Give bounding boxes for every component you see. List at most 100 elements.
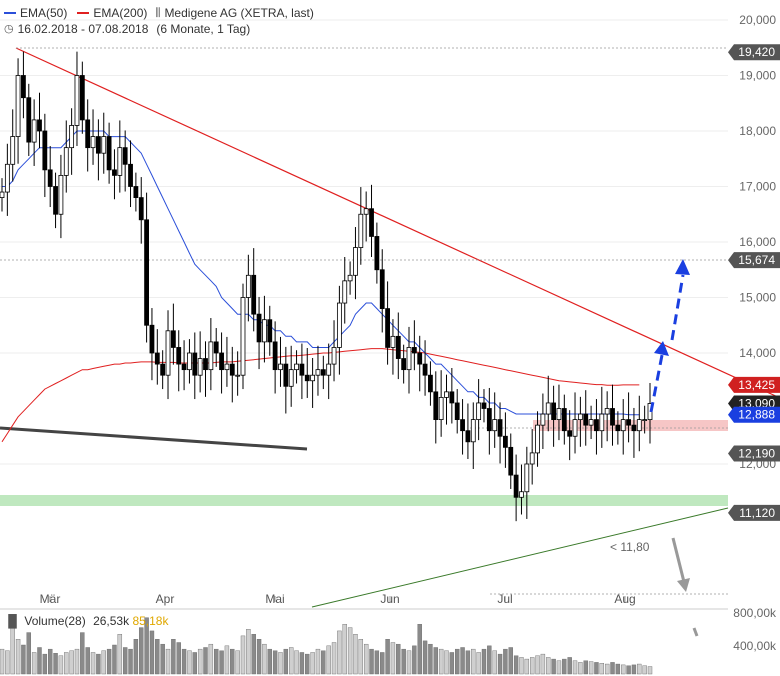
candle-body xyxy=(631,424,637,432)
chart-grid xyxy=(0,19,728,465)
candle-body xyxy=(470,419,476,443)
volume-bar xyxy=(428,643,433,675)
y-tick-label: 18,000 xyxy=(739,124,776,138)
blue-dashed-arrow-upper xyxy=(670,274,685,341)
volume-bar xyxy=(26,632,31,675)
volume-bar xyxy=(171,639,176,675)
y-tick-label: 16,000 xyxy=(739,235,776,249)
volume-bar xyxy=(155,639,160,675)
candle-body xyxy=(369,208,374,237)
volume-bar xyxy=(449,652,455,675)
x-tick-label: Jul xyxy=(497,592,512,606)
volume-bar xyxy=(353,634,358,675)
candle-body xyxy=(304,374,310,382)
volume-bar xyxy=(0,648,5,675)
volume-bar xyxy=(455,648,460,675)
volume-bar xyxy=(604,663,610,675)
candle-body xyxy=(79,75,85,121)
candle-body xyxy=(604,408,610,415)
volume-bar xyxy=(294,650,299,675)
volume-bar xyxy=(80,632,85,675)
support-note: < 11,80 xyxy=(610,540,650,554)
price-tag-shape xyxy=(728,252,780,269)
volume-bar xyxy=(513,655,519,675)
candle-body xyxy=(583,413,589,426)
candle-body xyxy=(524,463,530,493)
volume-bar xyxy=(476,652,481,675)
candle-body xyxy=(497,419,503,437)
volume-bar xyxy=(551,658,556,675)
price-tag-label: 19,420 xyxy=(738,45,775,59)
candle-body xyxy=(422,363,428,376)
candle-body xyxy=(154,352,160,365)
volume-bar xyxy=(5,650,10,675)
volume-bar xyxy=(347,627,353,675)
candle-body xyxy=(556,408,562,420)
volume-bar xyxy=(90,652,96,675)
volume-bar xyxy=(610,662,615,675)
volume-bar xyxy=(438,648,444,675)
candle-body xyxy=(192,352,198,376)
volume-bar xyxy=(149,630,155,675)
volume-bar xyxy=(594,662,599,675)
volume-bar xyxy=(106,648,112,675)
volume-bar xyxy=(58,655,64,675)
volume-bar xyxy=(583,660,588,675)
volume-bar xyxy=(433,647,438,675)
volume-bar xyxy=(21,644,26,675)
candle-body xyxy=(4,163,10,193)
volume-bar xyxy=(203,647,208,675)
date-range-label: 16.02.2018 - 07.08.2018 xyxy=(17,22,149,36)
candle-body xyxy=(615,424,621,432)
x-tick-label: Jun xyxy=(380,592,399,606)
ema200-swatch xyxy=(77,12,90,14)
candle-body xyxy=(449,391,455,404)
legend-row-dates: ◷ 16.02.2018 - 07.08.2018 (6 Monate, 1 T… xyxy=(4,21,314,37)
price-tag-label: 15,674 xyxy=(738,253,775,267)
candle-body xyxy=(594,419,599,432)
volume-bar xyxy=(310,652,315,675)
volume-bar xyxy=(567,657,572,675)
candle-body xyxy=(551,402,557,421)
instrument-label: Medigene AG (XETRA, last) xyxy=(164,6,314,20)
legend-row-indicators: EMA(50) EMA(200) ⫼ Medigene AG (XETRA, l… xyxy=(4,5,314,21)
price-tag-shape xyxy=(728,504,780,521)
uptrend-line xyxy=(311,507,729,608)
candle-body xyxy=(176,347,182,365)
volume-bar xyxy=(342,624,347,675)
volume-bar xyxy=(599,663,605,675)
candle-body xyxy=(95,136,101,154)
candle-body xyxy=(149,324,155,354)
chart-legend: EMA(50) EMA(200) ⫼ Medigene AG (XETRA, l… xyxy=(4,5,314,37)
volume-bar xyxy=(101,650,106,675)
candle-body xyxy=(363,208,369,215)
candle-body xyxy=(454,402,460,421)
volume-bar xyxy=(288,647,294,675)
blue-dashed-arrow-lower xyxy=(649,349,665,413)
ema50-line xyxy=(2,130,640,416)
x-tick-label: Apr xyxy=(156,592,175,606)
candle-body xyxy=(299,363,305,376)
volume-icon: ▐▌ xyxy=(4,614,22,628)
price-tag-shape xyxy=(728,44,780,61)
candle-body xyxy=(245,274,251,298)
volume-bar xyxy=(390,642,396,675)
candle-body xyxy=(326,363,332,376)
candle-body xyxy=(438,396,444,420)
volume-bar xyxy=(85,647,90,675)
candle-body xyxy=(213,341,219,354)
y-tick-label: 14,000 xyxy=(739,346,776,360)
volume-bar xyxy=(621,664,626,675)
candlestick-icon: ⫼ xyxy=(155,7,161,19)
volume-bar xyxy=(444,650,449,675)
volume-bar xyxy=(540,653,546,675)
candle-body xyxy=(278,363,283,371)
candle-body xyxy=(577,413,583,420)
y-tick-label: 20,000 xyxy=(739,13,776,27)
candle-body xyxy=(492,419,498,432)
candle-body xyxy=(101,136,107,154)
price-tag: 12,190 xyxy=(728,445,780,462)
candle-body xyxy=(74,75,80,126)
volume-legend-label: Volume(28) xyxy=(24,614,86,628)
ema200-legend-label: EMA(200) xyxy=(93,6,148,20)
